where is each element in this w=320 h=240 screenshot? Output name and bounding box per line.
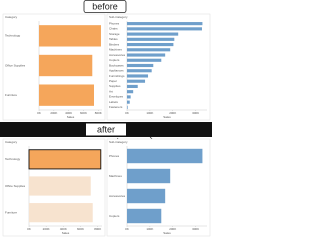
- x-tick-label: 200K: [50, 111, 57, 115]
- bar: [127, 27, 202, 31]
- bar: [127, 53, 166, 57]
- category-label: Fasteners: [109, 105, 123, 109]
- x-tick-label: 0K: [125, 111, 129, 115]
- x-axis-title: Sales: [67, 115, 75, 119]
- category-label: Phones: [109, 154, 120, 158]
- category-label: Art: [109, 89, 113, 93]
- category-label: Office Supplies: [5, 63, 26, 67]
- x-tick-label: 0K: [37, 111, 41, 115]
- x-axis-title: Sales: [163, 231, 171, 235]
- category-label: Furniture: [5, 210, 17, 214]
- x-tick-label: 0K: [27, 227, 31, 231]
- bar: [39, 25, 101, 47]
- category-label: Machines: [109, 174, 122, 178]
- category-label: Copiers: [109, 214, 120, 218]
- panel-title: Category: [5, 15, 18, 19]
- x-tick-label: 200K: [169, 227, 176, 231]
- x-tick-label: 200K: [169, 111, 176, 115]
- bar: [39, 54, 93, 77]
- x-axis-title: Sales: [163, 115, 171, 119]
- bar: [28, 149, 102, 170]
- category-label: Bookcases: [109, 63, 124, 67]
- panel-title: Category: [5, 140, 18, 144]
- category-label: Phones: [109, 21, 120, 25]
- category-label: Appliances: [109, 69, 124, 73]
- x-tick-label: 300K: [192, 227, 199, 231]
- category-label: Tables: [109, 37, 118, 41]
- category-label: Furniture: [5, 93, 17, 97]
- category-label: Supplies: [109, 84, 121, 88]
- x-tick-label: 600K: [77, 227, 84, 231]
- bar: [127, 105, 128, 109]
- banner-label: after: [97, 124, 115, 134]
- category-label: Accessories: [109, 53, 126, 57]
- x-tick-label: 300K: [192, 111, 199, 115]
- x-axis-title: Sales: [62, 231, 70, 235]
- category-label: Technology: [5, 34, 21, 38]
- category-label: Binders: [109, 42, 120, 46]
- x-tick-label: 400K: [65, 111, 72, 115]
- category-label: Storage: [109, 32, 120, 36]
- bar: [127, 48, 171, 52]
- category-label: Office Supplies: [5, 184, 26, 188]
- category-label: Technology: [5, 157, 21, 161]
- bar: [127, 69, 152, 73]
- x-tick-label: 600K: [80, 111, 87, 115]
- category-label: Copiers: [109, 58, 120, 62]
- bar: [127, 148, 203, 164]
- bar: [127, 74, 149, 78]
- x-tick-label: 100K: [146, 227, 153, 231]
- category-label: Chairs: [109, 27, 118, 31]
- bar: [127, 63, 154, 68]
- category-label: Labels: [109, 100, 118, 104]
- panel-title: Sub-Category: [109, 140, 128, 144]
- bar: [29, 176, 91, 196]
- bar: [29, 203, 93, 223]
- category-label: Furnishings: [109, 74, 125, 78]
- bar: [127, 208, 162, 224]
- bar: [127, 32, 179, 36]
- x-tick-label: 100K: [146, 111, 153, 115]
- x-tick-label: 800K: [95, 111, 102, 115]
- x-tick-label: 0K: [125, 227, 129, 231]
- bar: [127, 58, 162, 62]
- banner-label: before: [92, 1, 118, 11]
- bar: [127, 95, 131, 99]
- category-label: Accessories: [109, 194, 126, 198]
- category-label: Paper: [109, 79, 117, 83]
- bar: [127, 84, 138, 89]
- x-tick-label: 800K: [94, 227, 101, 231]
- category-label: Machines: [109, 48, 122, 52]
- bar: [127, 168, 171, 184]
- category-label: Envelopes: [109, 95, 124, 99]
- banner-box: [83, 0, 127, 13]
- panel-title: Sub-Category: [109, 15, 128, 19]
- screenshot: before after Category 0K 200K 400K 600K 800K S…: [0, 0, 212, 238]
- bar: [39, 84, 94, 106]
- bar: [127, 79, 146, 83]
- banner-box: [86, 123, 126, 136]
- bar: [127, 100, 130, 104]
- bar: [127, 37, 175, 41]
- bar: [127, 90, 134, 94]
- bar: [127, 22, 203, 26]
- bar: [127, 188, 166, 204]
- x-tick-label: 200K: [43, 227, 50, 231]
- x-tick-label: 400K: [60, 227, 67, 231]
- bar: [127, 42, 174, 47]
- panel: [106, 13, 211, 121]
